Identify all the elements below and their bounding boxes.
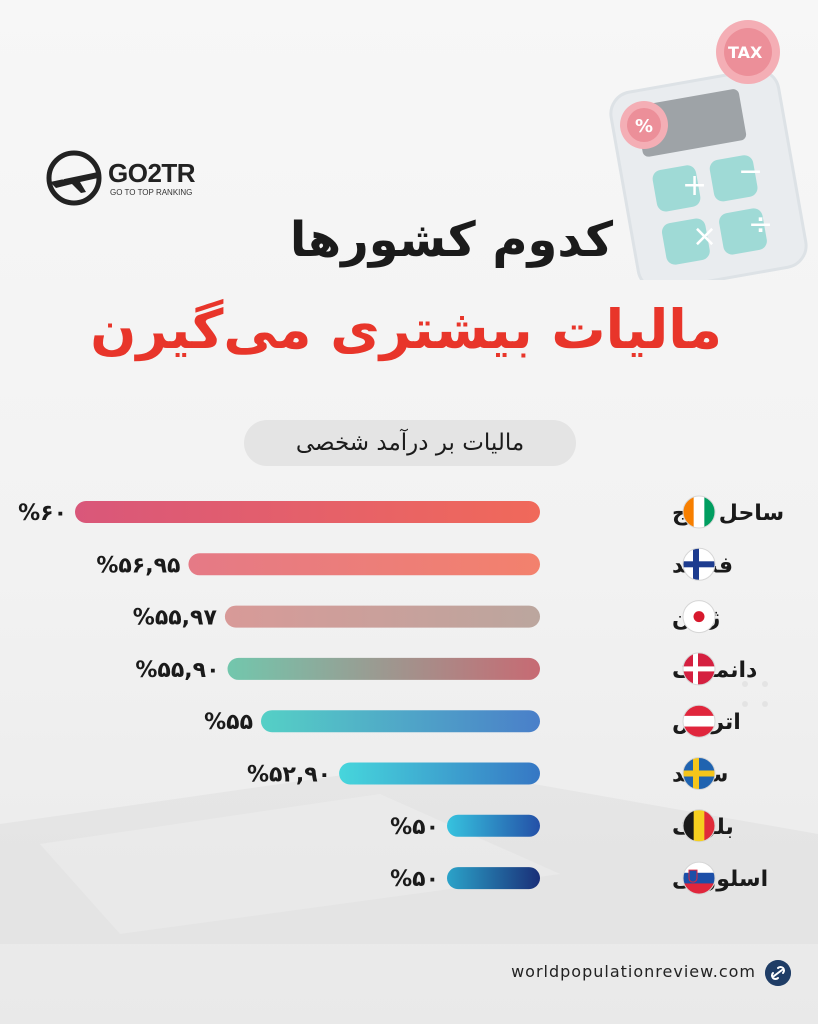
calc-key-times: × — [692, 219, 717, 254]
value-label-4: %۵۵,۹۰ — [135, 658, 219, 683]
logo-wordmark: GO2TR — [108, 158, 196, 188]
bar-3 — [224, 605, 540, 628]
source-url[interactable]: worldpopulationreview.com — [511, 962, 756, 981]
value-label-7: %۵۰ — [390, 815, 439, 840]
bar-7 — [447, 814, 540, 837]
flag-ring-3 — [682, 600, 716, 634]
calculator-illustration: + − × ÷ TAX % — [609, 20, 808, 280]
page-title-line2: مالیات بیشتری می‌گیرن — [90, 298, 722, 361]
logo-tagline: GO TO TOP RANKING — [110, 188, 193, 197]
slovenia-flag-icon — [683, 862, 715, 895]
flag-ring-1 — [682, 495, 716, 529]
flag-ring-8 — [682, 861, 716, 895]
bar-4 — [227, 657, 540, 680]
japan-flag-icon — [683, 600, 715, 633]
belgium-flag-icon — [683, 809, 715, 842]
bar-6 — [339, 762, 540, 785]
page-title-line1: کدوم کشورها — [289, 212, 613, 268]
tax-badge-label: TAX — [728, 43, 763, 62]
value-label-3: %۵۵,۹۷ — [133, 606, 218, 631]
airplane-logo-icon — [46, 150, 102, 206]
bar-8 — [447, 867, 540, 890]
value-label-6: %۵۲,۹۰ — [247, 763, 331, 788]
calc-key-minus: − — [738, 154, 763, 189]
flag-ring-7 — [682, 809, 716, 843]
value-label-1: %۶۰ — [18, 501, 67, 526]
bar-2 — [188, 553, 540, 576]
denmark-flag-icon — [683, 652, 715, 685]
background-papers-decoration — [0, 681, 818, 944]
bar-1 — [75, 501, 540, 523]
value-label-8: %۵۰ — [390, 867, 439, 892]
calc-key-plus: + — [682, 168, 707, 203]
value-label-5: %۵۵ — [204, 710, 253, 735]
ivory-coast-flag-icon — [683, 496, 715, 528]
flag-ring-5 — [682, 704, 716, 738]
bar-5 — [261, 710, 540, 733]
percent-badge-label: % — [635, 116, 653, 137]
go2tr-logo: GO2TR GO TO TOP RANKING — [44, 148, 214, 208]
sweden-flag-icon — [683, 757, 715, 790]
subtitle-text: مالیات بر درآمد شخصی — [295, 430, 525, 456]
flag-ring-2 — [682, 547, 716, 581]
link-icon — [765, 960, 791, 986]
calc-key-divide: ÷ — [748, 207, 773, 242]
flag-ring-6 — [682, 757, 716, 790]
austria-flag-icon — [683, 705, 715, 738]
flag-ring-4 — [682, 652, 716, 686]
finland-flag-icon — [683, 548, 715, 581]
value-label-2: %۵۶,۹۵ — [96, 553, 180, 578]
subtitle-pill: مالیات بر درآمد شخصی — [244, 420, 576, 466]
